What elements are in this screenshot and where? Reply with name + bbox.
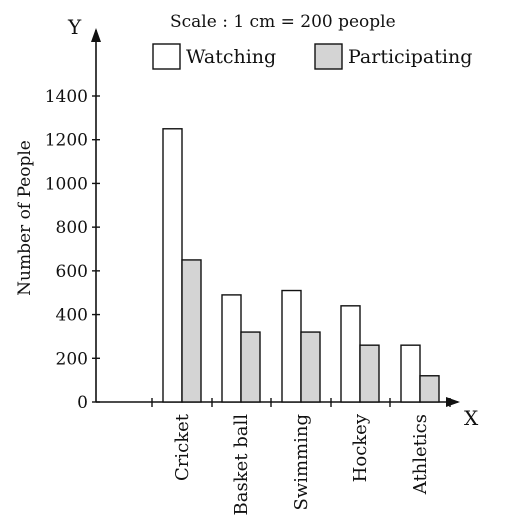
bar-watching: [340, 305, 361, 403]
y-tick-label: 200: [56, 349, 88, 369]
legend-label-participating: Participating: [348, 46, 472, 68]
y-tick-label: 600: [56, 262, 88, 282]
bar-participating: [181, 259, 202, 403]
bar-participating: [419, 375, 440, 403]
y-tick-label: 800: [56, 218, 88, 238]
bar-participating: [300, 331, 321, 403]
bar-watching: [162, 128, 183, 403]
y-ticks: 0 200 400 600 800 1000 1200 1400: [45, 87, 100, 413]
x-axis-letter: X: [464, 406, 479, 430]
y-tick-label: 1400: [45, 87, 88, 107]
bar-participating: [240, 331, 261, 403]
x-tick-label: Swimming: [291, 414, 312, 511]
x-tick-label: Cricket: [172, 413, 193, 481]
y-axis-arrow: [91, 28, 101, 42]
bars: [162, 128, 440, 403]
x-axis-arrow: [446, 397, 460, 407]
bar-watching: [281, 289, 302, 403]
scale-note: Scale : 1 cm = 200 people: [170, 12, 396, 32]
legend-label-watching: Watching: [186, 46, 276, 68]
legend-swatch-watching: [152, 43, 181, 70]
legend-swatch-participating: [314, 43, 343, 70]
bar-watching: [400, 344, 421, 403]
y-axis-label: Number of People: [15, 140, 35, 296]
y-tick-label: 1200: [45, 131, 88, 151]
bar-watching: [221, 294, 242, 403]
y-tick-label: 1000: [45, 174, 88, 194]
y-axis-letter: Y: [67, 15, 82, 39]
x-tick-label: Basket ball: [231, 414, 252, 516]
legend: Watching Participating: [152, 43, 472, 70]
x-tick-label: Hockey: [350, 413, 371, 482]
x-tick-labels: Cricket Basket ball Swimming Hockey Athletic…: [151, 398, 451, 516]
bar-participating: [359, 344, 380, 403]
y-tick-label: 0: [77, 393, 88, 413]
x-tick-label: Athletics: [410, 414, 431, 495]
y-tick-label: 400: [56, 306, 88, 326]
